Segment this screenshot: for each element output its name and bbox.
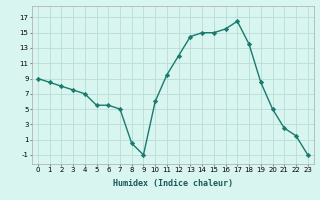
X-axis label: Humidex (Indice chaleur): Humidex (Indice chaleur): [113, 179, 233, 188]
